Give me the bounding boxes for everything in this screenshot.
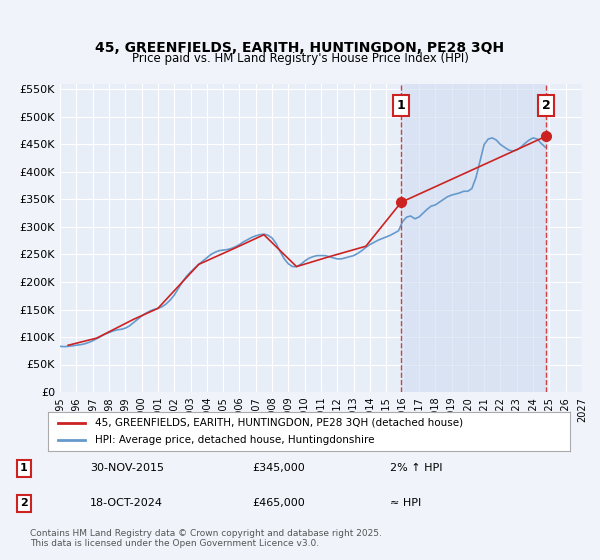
Text: ≈ HPI: ≈ HPI	[390, 498, 421, 508]
Text: 2% ↑ HPI: 2% ↑ HPI	[390, 463, 443, 473]
Text: 45, GREENFIELDS, EARITH, HUNTINGDON, PE28 3QH (detached house): 45, GREENFIELDS, EARITH, HUNTINGDON, PE2…	[95, 418, 463, 428]
Text: 18-OCT-2024: 18-OCT-2024	[90, 498, 163, 508]
Text: Price paid vs. HM Land Registry's House Price Index (HPI): Price paid vs. HM Land Registry's House …	[131, 52, 469, 66]
Text: 45, GREENFIELDS, EARITH, HUNTINGDON, PE28 3QH: 45, GREENFIELDS, EARITH, HUNTINGDON, PE2…	[95, 41, 505, 55]
Text: HPI: Average price, detached house, Huntingdonshire: HPI: Average price, detached house, Hunt…	[95, 435, 374, 445]
Text: 2: 2	[20, 498, 28, 508]
Text: Contains HM Land Registry data © Crown copyright and database right 2025.
This d: Contains HM Land Registry data © Crown c…	[30, 529, 382, 548]
Text: 1: 1	[397, 99, 406, 112]
Text: 1: 1	[20, 463, 28, 473]
Bar	[401, 84, 546, 392]
Text: £465,000: £465,000	[252, 498, 305, 508]
Text: 30-NOV-2015: 30-NOV-2015	[90, 463, 164, 473]
Text: £345,000: £345,000	[252, 463, 305, 473]
Text: 2: 2	[542, 99, 550, 112]
